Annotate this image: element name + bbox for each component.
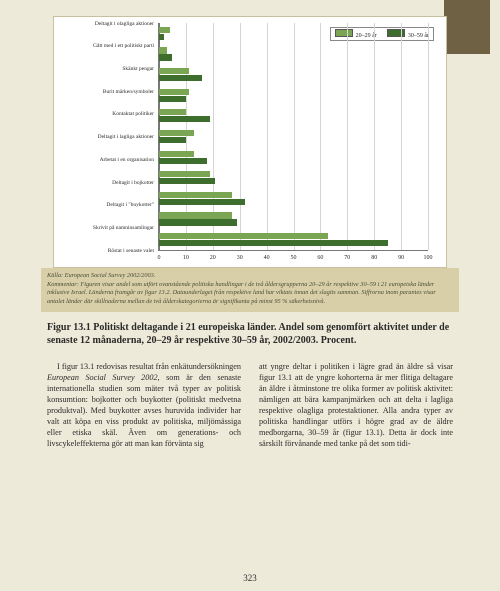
page-content: 20–29 år 30–59 år 0102030405060708090100… bbox=[0, 0, 500, 450]
category-label: Deltagit i lagliga aktioner bbox=[60, 135, 154, 141]
chart-bar bbox=[159, 178, 215, 184]
chart-bar bbox=[159, 240, 388, 246]
category-label: Deltagit i bojkotter bbox=[60, 181, 154, 187]
body-columns: I figur 13.1 redovisas resultat från enk… bbox=[47, 361, 453, 450]
chart-plot-area: 0102030405060708090100 bbox=[158, 23, 428, 251]
chart-bar bbox=[159, 47, 167, 53]
category-label: Skrivit på namninsamlingar bbox=[60, 226, 154, 232]
chart-bar bbox=[159, 219, 237, 225]
chart-bar bbox=[159, 75, 202, 81]
x-tick-label: 80 bbox=[371, 255, 377, 261]
x-tick-label: 20 bbox=[210, 255, 216, 261]
chart-bar bbox=[159, 192, 232, 198]
category-label: Arbetat i en organisation bbox=[60, 158, 154, 164]
x-tick-label: 10 bbox=[183, 255, 189, 261]
chart-bar bbox=[159, 199, 245, 205]
chart-bar bbox=[159, 212, 232, 218]
chart-bar bbox=[159, 109, 186, 115]
chart-bar bbox=[159, 158, 207, 164]
page-corner-accent bbox=[444, 0, 490, 54]
chart-bar bbox=[159, 130, 194, 136]
caption-line: Kommentar: Figuren visar andel som utför… bbox=[47, 281, 453, 307]
category-label: Gått med i ett politiskt parti bbox=[60, 44, 154, 50]
x-tick-label: 60 bbox=[317, 255, 323, 261]
body-paragraph: I figur 13.1 redovisas resultat från enk… bbox=[47, 361, 241, 450]
figure-caption: Källa: European Social Survey 2002/2003.… bbox=[41, 268, 459, 312]
x-tick-label: 30 bbox=[237, 255, 243, 261]
page-number: 323 bbox=[0, 573, 500, 583]
chart-bar bbox=[159, 116, 210, 122]
category-label: Deltagit i olagliga aktioner bbox=[60, 22, 154, 28]
chart-bar bbox=[159, 137, 186, 143]
x-tick-label: 70 bbox=[344, 255, 350, 261]
figure-title: Figur 13.1 Politiskt deltagande i 21 eur… bbox=[47, 322, 453, 347]
chart-bar bbox=[159, 233, 328, 239]
x-tick-label: 100 bbox=[424, 255, 433, 261]
category-label: Kontaktat politiker bbox=[60, 112, 154, 118]
x-tick-label: 50 bbox=[291, 255, 297, 261]
x-tick-label: 90 bbox=[398, 255, 404, 261]
chart-bar bbox=[159, 151, 194, 157]
chart-bar bbox=[159, 54, 172, 60]
body-paragraph: att yngre deltar i politiken i lägre gra… bbox=[259, 361, 453, 450]
chart-bar bbox=[159, 171, 210, 177]
x-tick-label: 0 bbox=[158, 255, 161, 261]
category-label: Skänkt pengar bbox=[60, 67, 154, 73]
chart-bar bbox=[159, 68, 189, 74]
category-label: Burit märken/symboler bbox=[60, 90, 154, 96]
chart-bar bbox=[159, 27, 170, 33]
chart-bar bbox=[159, 34, 164, 40]
chart-bar bbox=[159, 96, 186, 102]
x-tick-label: 40 bbox=[264, 255, 270, 261]
chart-bar bbox=[159, 89, 189, 95]
category-label: Deltagit i "buykotter" bbox=[60, 203, 154, 209]
category-label: Röstat i senaste valet bbox=[60, 249, 154, 255]
caption-line: Källa: European Social Survey 2002/2003. bbox=[47, 272, 453, 281]
chart-container: 20–29 år 30–59 år 0102030405060708090100… bbox=[53, 16, 447, 268]
